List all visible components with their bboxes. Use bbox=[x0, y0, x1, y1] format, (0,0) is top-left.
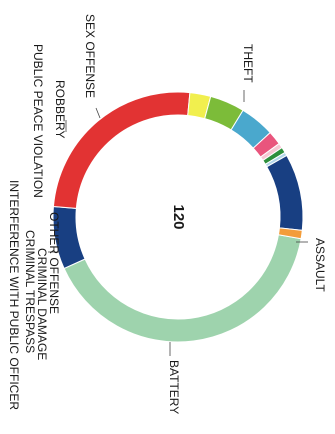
label-theft: THEFT bbox=[241, 44, 255, 83]
slice-robbery bbox=[266, 154, 304, 231]
label-interference-with-public-officer: INTERFERENCE WITH PUBLIC OFFICER bbox=[7, 180, 21, 410]
slice-battery bbox=[52, 91, 191, 209]
center-total-label: 120 bbox=[170, 204, 187, 229]
label-battery: BATTERY bbox=[167, 360, 181, 414]
label-other-offense: OTHER OFFENSE bbox=[47, 212, 61, 314]
label-criminal-damage: CRIMINAL DAMAGE bbox=[35, 248, 49, 360]
label-robbery: ROBBERY bbox=[53, 80, 67, 138]
slice-unlabeled-11 bbox=[277, 227, 303, 240]
slice-theft bbox=[63, 234, 302, 343]
leader-sex-offense bbox=[95, 107, 101, 119]
label-criminal-trespass: CRIMINAL TRESPASS bbox=[23, 230, 37, 353]
label-public-peace-violation: PUBLIC PEACE VIOLATION bbox=[31, 44, 45, 198]
slices-group bbox=[52, 91, 304, 343]
labels-group: THEFT ASSAULT BATTERY CRIMINAL DAMAGEOTHER … bbox=[7, 14, 327, 414]
label-sex-offense: SEX OFFENSE bbox=[83, 14, 97, 98]
label-assault: ASSAULT bbox=[313, 238, 327, 292]
